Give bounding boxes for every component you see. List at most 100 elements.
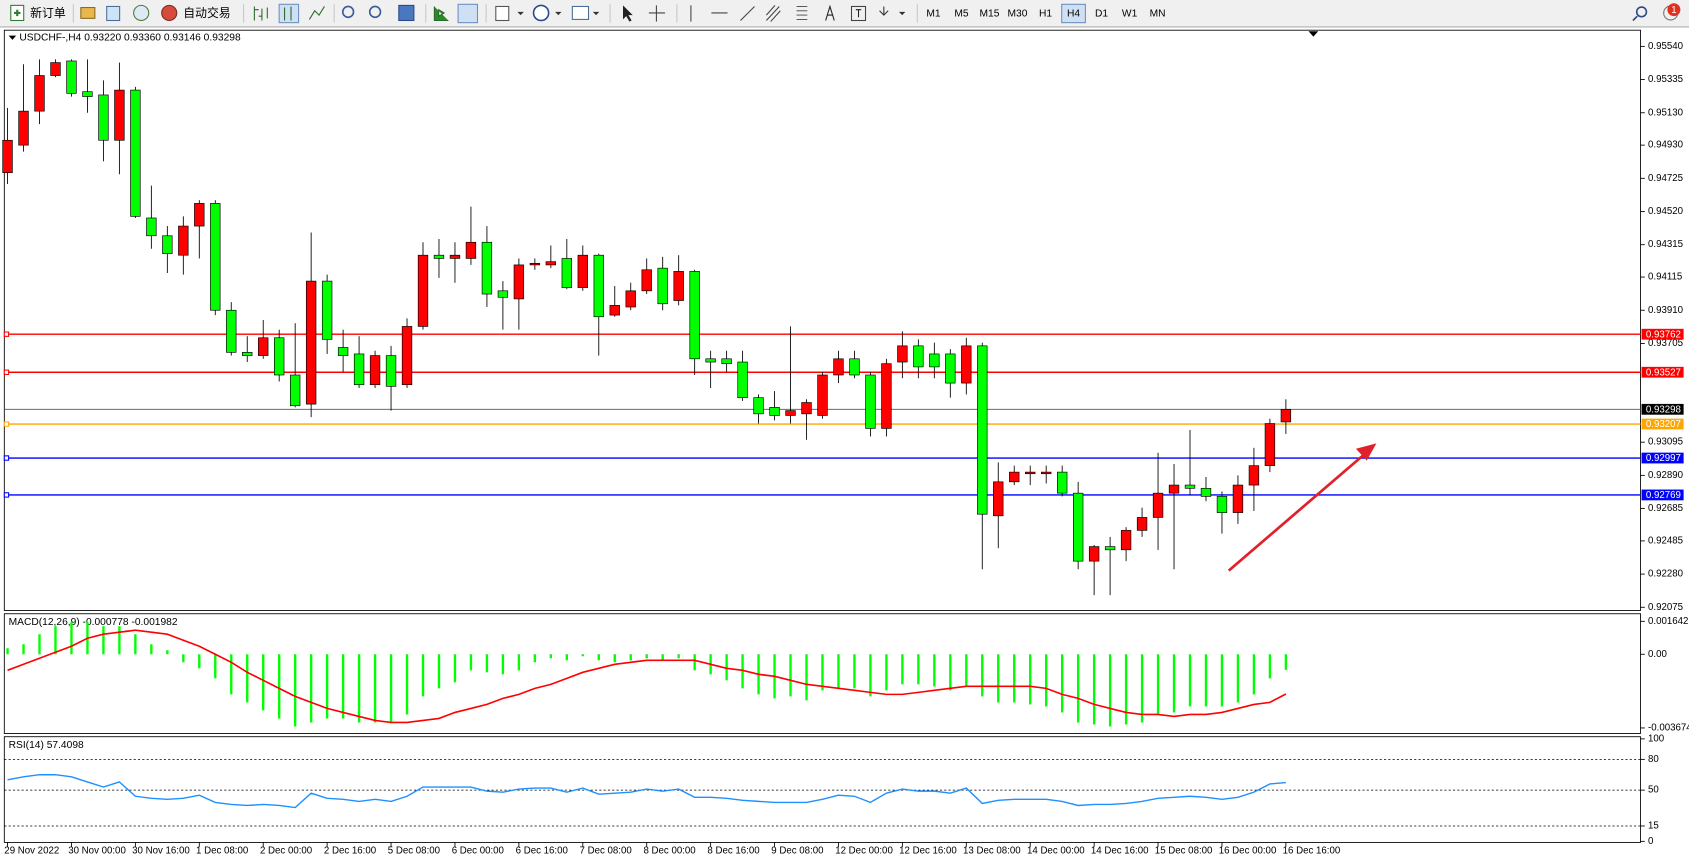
- arrows-icon[interactable]: [879, 6, 889, 16]
- timeframe-button[interactable]: M5: [954, 9, 969, 20]
- candle-body: [50, 62, 61, 76]
- line-chart-icon[interactable]: [308, 6, 325, 20]
- candle-body: [194, 203, 205, 227]
- timeframe-button[interactable]: MN: [1150, 9, 1166, 20]
- dropdown-arrow[interactable]: [592, 11, 600, 16]
- y-tick-label: 0.94520: [1648, 206, 1684, 217]
- zoom-out-icon[interactable]: [368, 5, 382, 19]
- zoom-in-icon[interactable]: [341, 5, 355, 19]
- indicators-icon[interactable]: [495, 5, 510, 22]
- candle-body: [1009, 471, 1020, 483]
- candle-body: [210, 203, 221, 311]
- label-icon[interactable]: [850, 5, 867, 22]
- candle-body: [785, 410, 796, 416]
- search-icon[interactable]: [1635, 6, 1648, 18]
- candle-body: [753, 397, 764, 415]
- toolbar-icon[interactable]: [106, 5, 121, 22]
- notification-badge[interactable]: [1667, 3, 1681, 17]
- candle-body: [1088, 546, 1100, 562]
- candle-body: [945, 353, 956, 384]
- channel-icon[interactable]: [765, 5, 781, 22]
- candle-body: [258, 337, 269, 356]
- auto-trading-icon[interactable]: [161, 4, 178, 22]
- x-tick-label: 1 Dec 08:00: [196, 846, 249, 857]
- y-tick-label: 0.94725: [1648, 173, 1683, 184]
- level-anchor: [3, 492, 10, 498]
- y-tick-label: 0.95540: [1648, 41, 1684, 52]
- autoscroll-icon[interactable]: [433, 6, 449, 22]
- candle-body: [641, 269, 652, 292]
- y-tick-label: 0.92485: [1648, 535, 1683, 546]
- timeframe-button[interactable]: M1: [926, 9, 941, 20]
- candle-body: [1216, 496, 1228, 513]
- level-price-tag: [1641, 366, 1684, 378]
- candle-body: [993, 481, 1004, 517]
- bar-chart-icon[interactable]: [253, 6, 268, 21]
- templates-icon[interactable]: [571, 5, 590, 20]
- level-price-label: 0.93207: [1646, 419, 1681, 430]
- x-tick-label: 12 Dec 16:00: [899, 846, 957, 857]
- candle-body: [433, 254, 445, 259]
- text-icon[interactable]: [825, 4, 835, 21]
- candle-chart-icon-active[interactable]: [278, 3, 300, 24]
- candle-body: [178, 225, 189, 256]
- toolbar-icon[interactable]: [80, 7, 96, 19]
- new-order-button[interactable]: 新订单: [30, 6, 66, 20]
- level-anchor: [3, 331, 10, 337]
- notification-count: 1: [1671, 5, 1676, 16]
- trendline-icon[interactable]: [740, 6, 755, 21]
- level-price-label: 0.93527: [1646, 367, 1681, 378]
- tile-windows-icon[interactable]: [398, 4, 415, 22]
- candle-body: [1280, 408, 1292, 423]
- annotation-arrowhead: [1355, 443, 1377, 461]
- fibo-icon[interactable]: [796, 6, 808, 20]
- candle-body: [1232, 484, 1244, 513]
- candle-body: [66, 60, 77, 94]
- toolbar-bg: [0, 0, 1689, 27]
- timeframe-button[interactable]: W1: [1122, 9, 1138, 20]
- level-price-tag: [1641, 328, 1684, 340]
- y-tick-label: 0.92890: [1648, 470, 1684, 481]
- y-tick-label: 0.00: [1648, 649, 1667, 660]
- candle-body: [961, 345, 972, 384]
- candle-body: [242, 352, 253, 356]
- y-tick-label: 0.92685: [1648, 503, 1683, 514]
- candle-body: [1200, 487, 1212, 497]
- toolbar-icon[interactable]: [133, 4, 150, 22]
- x-tick-label: 8 Dec 16:00: [707, 846, 760, 857]
- level-price-label: 0.92997: [1646, 453, 1681, 464]
- timeframe-button[interactable]: M15: [980, 9, 1000, 20]
- candle-body: [465, 241, 477, 259]
- timeframe-button[interactable]: M30: [1008, 9, 1028, 20]
- symbol-menu-arrow[interactable]: [8, 35, 17, 40]
- periods-icon[interactable]: [532, 4, 550, 22]
- candle-body: [162, 235, 173, 254]
- candle-body: [577, 254, 588, 288]
- dropdown-arrow[interactable]: [517, 11, 524, 16]
- candle-body: [449, 254, 461, 259]
- rsi-title: RSI(14) 57.4098: [9, 740, 84, 751]
- candle-body: [513, 264, 525, 300]
- x-tick-label: 6 Dec 00:00: [452, 846, 505, 857]
- timeframe-button[interactable]: D1: [1095, 9, 1108, 20]
- candle-body: [689, 271, 700, 360]
- candle-body: [1264, 423, 1276, 466]
- rsi-line: [7, 774, 1286, 809]
- candle-body: [1168, 484, 1180, 494]
- candle-body: [130, 89, 141, 217]
- crosshair-icon[interactable]: [648, 5, 666, 22]
- dropdown-arrow[interactable]: [898, 11, 906, 16]
- candle-body: [769, 407, 780, 416]
- last-price-tag: [1641, 403, 1684, 415]
- cursor-icon[interactable]: [623, 5, 633, 22]
- y-tick-label: 0.93705: [1648, 338, 1683, 349]
- y-tick-label: 100: [1648, 733, 1665, 744]
- timeframe-button[interactable]: H1: [1039, 9, 1052, 20]
- candle-body: [337, 347, 349, 356]
- auto-trading-button[interactable]: 自动交易: [183, 6, 230, 20]
- candle-body: [1248, 465, 1260, 486]
- chart-shift-icon[interactable]: [457, 3, 479, 24]
- y-tick-label: 0.94315: [1648, 239, 1683, 250]
- timeframe-button[interactable]: H4: [1067, 9, 1080, 20]
- dropdown-arrow[interactable]: [555, 11, 562, 16]
